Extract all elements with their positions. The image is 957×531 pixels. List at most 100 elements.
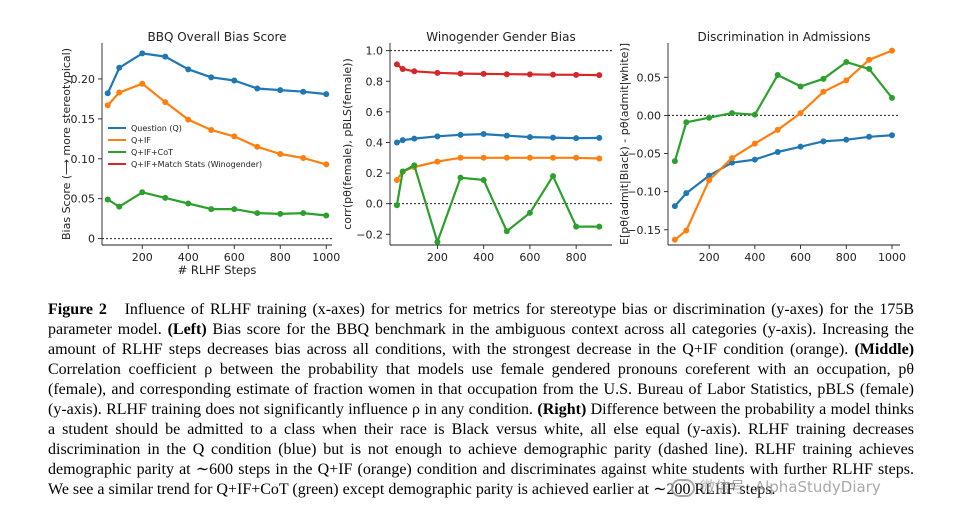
chart-title: BBQ Overall Bias Score [147,30,286,44]
data-point [393,61,400,68]
data-point [323,161,330,168]
data-point [573,154,580,161]
data-point [104,102,111,109]
data-point [185,116,192,123]
x-tick-label: 1000 [312,251,340,264]
data-point [208,206,215,213]
y-tick-label: 0.15 [71,113,96,126]
data-point [596,155,603,162]
caption-right-text: Difference between the probability a mod… [48,401,915,498]
watermark-text: 微信号: AlphaStudyDiary [700,478,881,496]
data-point [162,99,169,106]
data-point [208,127,215,134]
series-line [396,133,600,144]
series-line [674,134,893,207]
data-point [457,70,464,77]
y-tick-label: 0.6 [366,106,384,119]
data-point [729,159,735,166]
data-point [843,77,850,84]
data-point [774,126,781,133]
data-point [393,202,400,209]
y-tick-label: 0.20 [71,73,96,86]
data-point [526,134,533,141]
series-line [673,60,893,162]
data-point [596,134,603,141]
x-tick-label: 400 [744,251,765,264]
chart-title: Winogender Gender Bias [426,30,575,44]
data-point [480,131,487,138]
legend-label: Question (Q) [131,124,182,133]
x-tick-label: 800 [566,251,587,264]
data-point [231,133,238,140]
data-point [399,137,406,144]
data-point [797,110,804,117]
data-point [411,68,418,75]
y-tick-label: 0.2 [366,167,384,180]
data-point [393,176,400,183]
x-tick-label: 600 [790,251,811,264]
x-tick-label: 600 [224,251,245,264]
figure-panels: 200 400 600 800 1000 0 0.05 0.10 0.15 0.20 BBQ Ove… [60,30,906,277]
x-tick-label: 400 [473,251,494,264]
data-point [751,140,758,147]
data-point [457,154,464,161]
data-point [774,149,781,156]
chart-panel-1: 200 400 600 800 1000 0 0.05 0.10 0.15 0.20 BBQ Ove… [60,30,340,277]
y-tick-label: 0.05 [71,193,96,206]
x-tick-label: 1000 [878,251,906,264]
data-point [254,210,261,217]
data-point [683,227,690,234]
data-point [300,154,307,161]
data-point [503,71,510,78]
data-point [457,131,464,138]
data-point [254,143,261,150]
data-point [208,74,215,81]
data-point [671,236,678,243]
caption-middle-text: Correlation coefficient ρ between the pr… [48,361,914,418]
legend-label: Q+IF+CoT [131,148,173,157]
data-point [231,206,238,213]
data-point [185,200,192,207]
data-point [323,91,330,98]
data-point [480,154,487,161]
data-point [866,65,873,72]
data-point [503,154,510,161]
data-point [843,136,850,143]
data-point [671,203,678,210]
data-point [162,194,169,201]
data-point [820,75,827,82]
y-axis-label: Bias Score (⟶ more stereotypical) [60,48,73,240]
data-point [185,66,192,73]
legend: Question (Q) Q+IF Q+IF+CoT Q+IF+Match Stats… [108,124,262,169]
data-point [480,70,487,77]
data-point [550,134,557,141]
data-point [751,111,758,118]
data-point [843,59,850,66]
data-point [277,210,284,217]
data-point [503,228,510,235]
y-tick-label: −0.2 [356,228,383,241]
y-tick-label: 0.0 [366,198,384,211]
data-point [797,143,804,150]
caption-figure-label: Figure 2 [48,301,107,318]
series-line [107,191,327,217]
data-point [526,154,533,161]
data-point [434,133,441,140]
data-point [300,88,307,95]
x-tick-label: 200 [699,251,720,264]
data-point [683,190,690,197]
data-point [411,162,418,169]
x-tick-label: 600 [519,251,540,264]
data-point [503,132,510,139]
x-tick-label: 800 [836,251,857,264]
data-point [139,80,146,87]
watermark: 微信号: AlphaStudyDiary [671,476,881,497]
data-point [729,155,735,162]
data-point [889,94,895,101]
data-point [889,132,895,139]
data-point [889,47,895,54]
data-point [596,72,603,79]
data-point [393,139,400,146]
data-point [596,223,603,230]
data-point [550,71,557,78]
